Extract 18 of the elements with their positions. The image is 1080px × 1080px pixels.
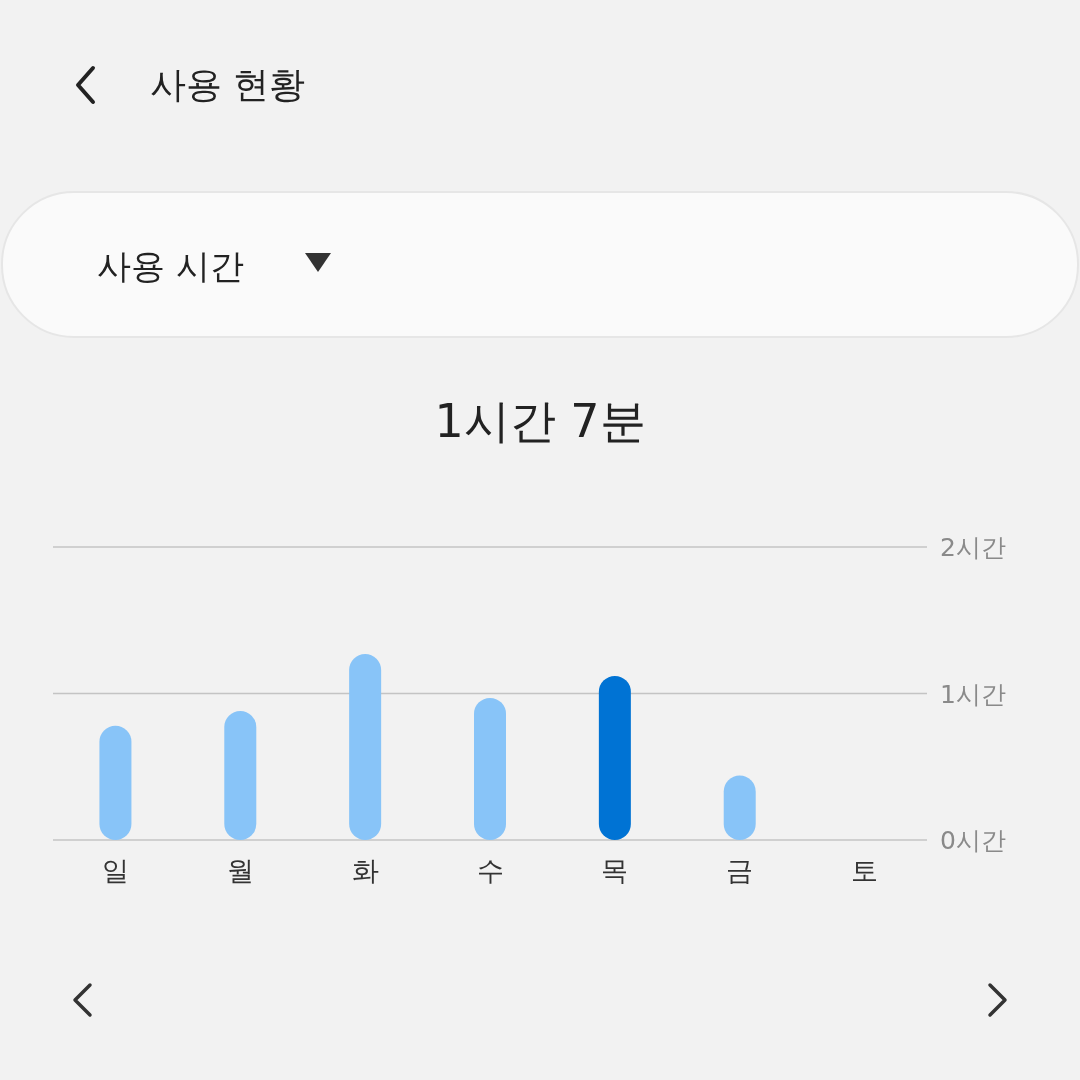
bar xyxy=(349,653,382,840)
chart-subtitle: 사용 시간 xyxy=(97,246,244,286)
text: 1시간 7분 xyxy=(434,394,646,448)
x-tick-label: 월 xyxy=(226,855,254,886)
y-tick-label: 0시간 xyxy=(940,826,1006,855)
bar xyxy=(474,697,506,840)
bar xyxy=(598,675,631,840)
chart-title: 사용 현황 xyxy=(150,64,306,105)
x-tick-label: 일 xyxy=(101,855,129,886)
y-tick-label: 2시간 xyxy=(940,533,1006,562)
y-tick-label: 1시간 xyxy=(940,679,1006,709)
x-tick-label: 목 xyxy=(601,855,629,886)
x-tick-label: 화 xyxy=(351,855,379,886)
x-tick-label: 수 xyxy=(476,855,504,886)
bar xyxy=(224,711,257,840)
x-tick-label: 금 xyxy=(726,855,754,886)
bar xyxy=(99,725,132,840)
x-tick-label: 토 xyxy=(851,855,879,886)
